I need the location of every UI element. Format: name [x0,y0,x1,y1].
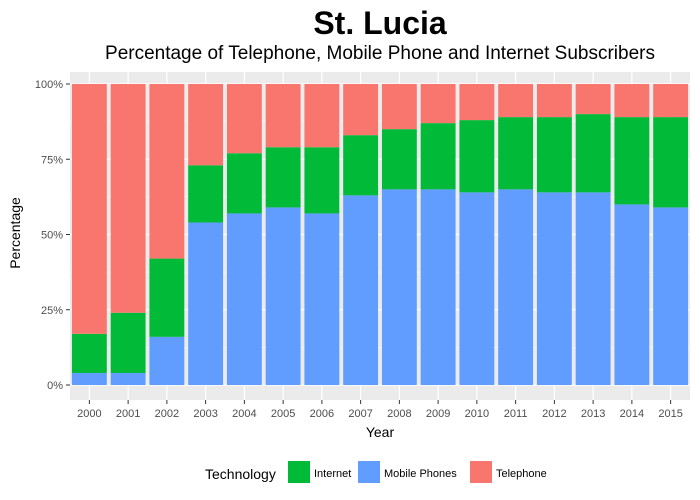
bar-mobile-phones-2004 [226,213,262,385]
bar-telephone-2002 [149,84,185,259]
bar-internet-2008 [381,129,417,190]
x-tick-label: 2002 [155,408,179,420]
bar-mobile-phones-2003 [188,222,224,385]
x-tick-label: 2013 [581,408,605,420]
bars [71,84,689,385]
x-tick-label: 2011 [504,408,528,420]
bar-telephone-2012 [536,84,572,118]
x-tick-label: 2008 [387,408,411,420]
bar-internet-2004 [226,153,262,214]
y-axis: 0% 25% 50% 75% 100% [35,79,70,392]
bar-telephone-2014 [614,84,650,118]
x-tick-label: 2000 [77,408,101,420]
bar-internet-2001 [110,312,146,373]
legend-title: Technology [205,466,276,482]
bar-internet-2006 [304,147,340,214]
bar-telephone-2001 [110,84,146,313]
bar-telephone-2008 [381,84,417,130]
bar-telephone-2009 [420,84,456,124]
y-tick-label: 0% [47,380,63,392]
bar-telephone-2005 [265,84,301,148]
bar-mobile-phones-2011 [498,189,534,385]
bar-mobile-phones-2013 [575,192,611,385]
legend-label-telephone: Telephone [496,468,547,480]
legend-swatch-mobile-phones [358,461,380,483]
bar-internet-2009 [420,123,456,190]
bar-internet-2002 [149,258,185,337]
y-tick-label: 25% [41,305,63,317]
x-tick-label: 2007 [348,408,372,420]
legend-swatch-internet [288,461,310,483]
bar-mobile-phones-2015 [653,207,689,385]
bar-internet-2000 [71,333,107,373]
bar-mobile-phones-2010 [459,192,495,385]
x-axis: 2000 2001 2002 2003 2004 2005 2006 2007 2008 2009… [77,400,683,420]
x-tick-label: 2015 [658,408,682,420]
bar-mobile-phones-2006 [304,213,340,385]
bar-telephone-2010 [459,84,495,121]
legend-swatch-telephone [470,461,492,483]
bar-mobile-phones-2000 [71,372,107,385]
bar-internet-2011 [498,117,534,190]
bar-mobile-phones-2005 [265,207,301,385]
bar-mobile-phones-2001 [110,372,146,385]
y-tick-label: 75% [41,154,63,166]
y-tick-label: 100% [35,79,63,91]
y-tick-label: 50% [41,230,63,242]
bar-mobile-phones-2014 [614,204,650,385]
bar-internet-2012 [536,117,572,193]
bar-internet-2014 [614,117,650,205]
bar-telephone-2004 [226,84,262,154]
bar-mobile-phones-2009 [420,189,456,385]
bar-telephone-2003 [188,84,224,166]
chart-subtitle: Percentage of Telephone, Mobile Phone an… [105,43,655,64]
legend-label-mobile-phones: Mobile Phones [384,468,457,480]
x-tick-label: 2009 [426,408,450,420]
bar-telephone-2000 [71,84,107,334]
legend-label-internet: Internet [314,468,351,480]
bar-telephone-2007 [343,84,379,136]
bar-internet-2007 [343,135,379,196]
bar-telephone-2006 [304,84,340,148]
bar-internet-2013 [575,114,611,193]
bar-mobile-phones-2002 [149,336,185,385]
bar-telephone-2013 [575,84,611,115]
bar-telephone-2011 [498,84,534,118]
bar-internet-2010 [459,120,495,193]
bar-telephone-2015 [653,84,689,118]
x-tick-label: 2003 [193,408,217,420]
y-axis-title: Percentage [7,197,23,269]
x-tick-label: 2012 [542,408,566,420]
x-tick-label: 2005 [271,408,295,420]
x-tick-label: 2014 [620,408,644,420]
x-tick-label: 2006 [310,408,334,420]
x-axis-title: Year [366,424,395,440]
x-tick-label: 2001 [116,408,140,420]
bar-internet-2005 [265,147,301,208]
x-tick-label: 2004 [232,408,256,420]
legend: Technology Internet Mobile Phones Telephon… [205,461,547,483]
bar-mobile-phones-2012 [536,192,572,385]
x-tick-label: 2010 [465,408,489,420]
bar-internet-2015 [653,117,689,208]
chart-title: St. Lucia [313,5,447,41]
bar-mobile-phones-2007 [343,195,379,385]
bar-internet-2003 [188,165,224,223]
bar-mobile-phones-2008 [381,189,417,385]
